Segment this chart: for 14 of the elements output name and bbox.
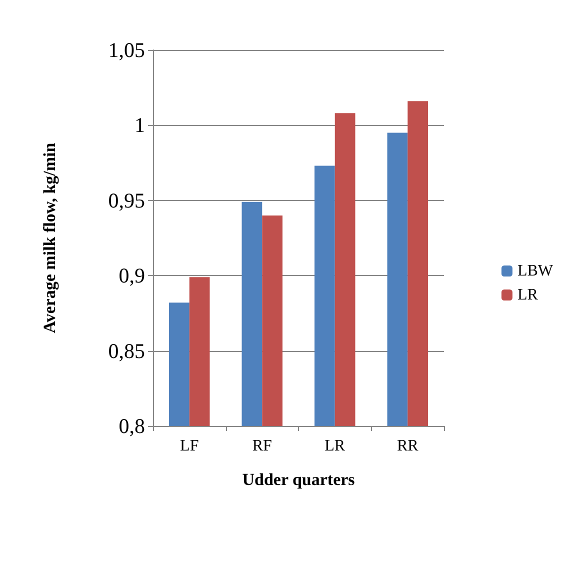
y-tick-label: 0,95 [108,188,145,212]
y-tick-label: 1,05 [108,38,145,62]
y-tick-label: 0,8 [118,414,145,438]
legend-label: LR [517,286,538,304]
legend-label: LBW [517,262,554,280]
y-tick-label: 1 [134,113,145,138]
x-axis-title: Udder quarters [242,470,356,489]
y-axis-title: Average milk flow, kg/min [40,142,59,334]
x-tick-label: LR [324,438,346,454]
x-tick-label: RF [252,438,272,454]
x-tick-label: LF [180,438,199,454]
y-tick-label: 0,85 [108,338,145,363]
y-tick-label: 0,9 [118,264,145,288]
x-tick-label: RR [396,438,419,454]
